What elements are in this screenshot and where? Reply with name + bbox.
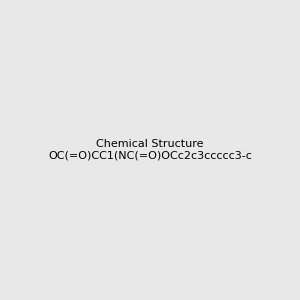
- Text: Chemical Structure
OC(=O)CC1(NC(=O)OCc2c3ccccc3-c: Chemical Structure OC(=O)CC1(NC(=O)OCc2c…: [48, 139, 252, 161]
